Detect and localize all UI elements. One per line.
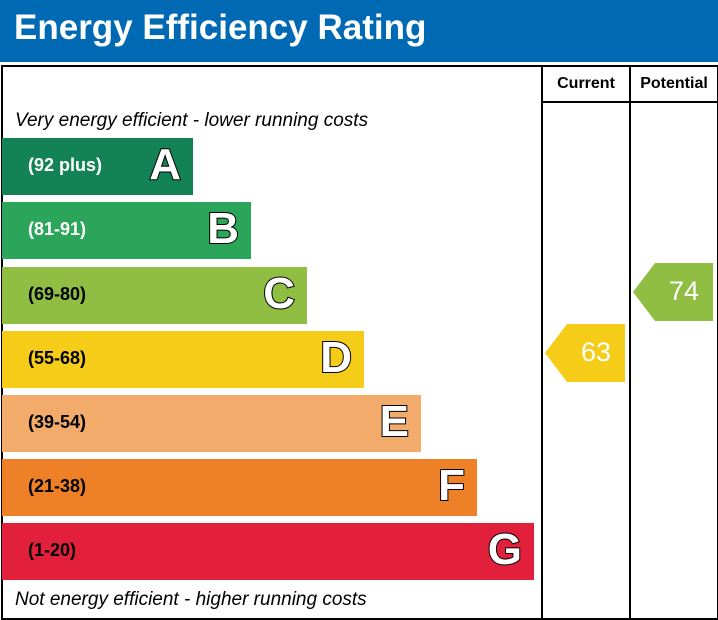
current-column-header: Current [557,75,615,92]
band-bar-a: (92 plus) A [2,138,193,195]
band-bar-b: (81-91) B [2,202,251,259]
band-letter: C [262,268,296,319]
rating-value: 74 [668,276,699,306]
band-range: (69-80) [28,284,87,304]
top-note: Very energy efficient - lower running co… [15,110,369,131]
band-bar-f: (21-38) F [2,459,477,516]
band-range: (1-20) [28,540,77,560]
band-range: (21-38) [28,476,87,496]
band-bar-d: (55-68) D [2,331,364,388]
arrow-shape [545,324,625,382]
potential-column-header: Potential [640,75,708,92]
band-letter: B [206,203,240,254]
current-rating-arrow: 63 [545,324,625,382]
potential-rating-arrow: 74 [633,263,713,321]
band-letter: E [379,396,410,447]
rating-value: 63 [580,337,611,367]
band-range: (92 plus) [28,155,103,175]
band-letter: F [437,460,466,511]
arrow-shape [633,263,713,321]
band-letter: A [148,139,182,190]
column-divider [629,65,631,618]
header-bar: Energy Efficiency Rating [0,0,718,62]
band-letter: D [319,332,353,383]
bottom-note: Not energy efficient - higher running co… [15,589,367,610]
band-range: (81-91) [28,219,87,239]
chart-title: Energy Efficiency Rating [14,8,427,47]
column-divider [541,65,543,618]
band-range: (39-54) [28,412,87,432]
band-bar-e: (39-54) E [2,395,421,452]
band-bar-g: (1-20) G [2,523,534,580]
band-letter: G [487,524,523,575]
band-bar-c: (69-80) C [2,267,307,324]
band-range: (55-68) [28,348,87,368]
header-divider [541,101,718,103]
